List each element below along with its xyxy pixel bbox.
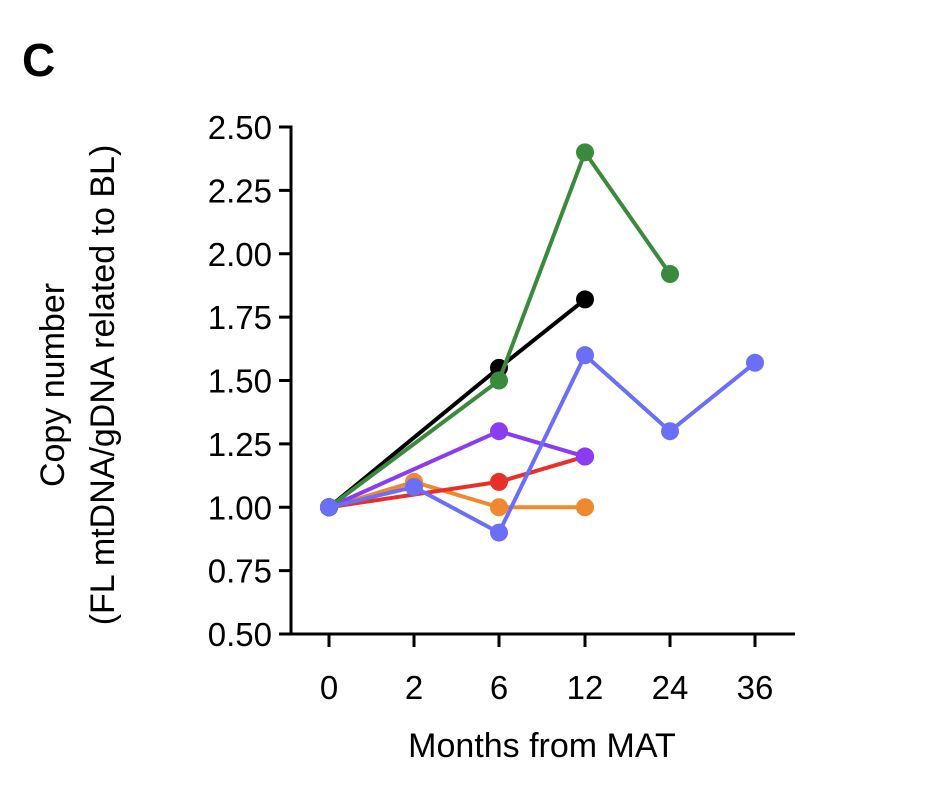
series-orange-point [576, 498, 594, 517]
y-tick-label: 0.50 [208, 616, 272, 653]
y-axis-ticks: 0.50 0.75 1.00 1.25 1.50 1.75 2.00 2.25 2.50 [208, 109, 291, 653]
y-tick-label: 1.25 [208, 426, 272, 463]
panel-label: C [22, 34, 55, 86]
series-green-point [490, 371, 508, 390]
y-axis-title-line-2: (FL mtDNA/gDNA related to BL) [84, 145, 122, 626]
x-tick-label: 12 [567, 669, 604, 706]
series-green-line [327, 150, 672, 510]
x-tick-label: 2 [405, 669, 423, 706]
y-axis-title: Copy number (FL mtDNA/gDNA related to BL… [34, 145, 122, 626]
y-tick-label: 2.50 [208, 109, 272, 146]
x-tick-label: 36 [737, 669, 774, 706]
y-tick-label: 1.50 [208, 363, 272, 400]
series-blue-point [320, 498, 338, 517]
series-blue [320, 346, 764, 542]
x-axis-ticks: 0 2 6 12 24 36 [320, 634, 774, 706]
series-blue-point [746, 353, 764, 372]
series-red-point [490, 472, 508, 491]
x-tick-label: 24 [652, 669, 689, 706]
series-orange-line [327, 479, 587, 510]
y-axis-title-line-1: Copy number [34, 283, 72, 487]
series-purple-point [490, 422, 508, 441]
series-blue-line [327, 353, 757, 535]
y-tick-label: 2.25 [208, 172, 272, 209]
series-orange-point [490, 498, 508, 517]
y-tick-label: 0.75 [208, 553, 272, 590]
series-blue-point [405, 477, 423, 496]
y-tick-label: 1.00 [208, 489, 272, 526]
series-green-point [661, 265, 679, 284]
series-layer [320, 143, 764, 542]
series-purple-point [576, 447, 594, 466]
x-tick-label: 0 [320, 669, 338, 706]
series-green-point [576, 143, 594, 162]
series-black-line [327, 297, 587, 510]
y-tick-label: 2.00 [208, 236, 272, 273]
series-green [320, 143, 679, 517]
series-blue-point [576, 346, 594, 365]
x-axis-title: Months from MAT [408, 727, 676, 765]
series-black-point [576, 290, 594, 309]
series-blue-point [490, 523, 508, 542]
y-tick-label: 1.75 [208, 299, 272, 336]
x-tick-label: 6 [490, 669, 508, 706]
series-blue-point [661, 422, 679, 441]
